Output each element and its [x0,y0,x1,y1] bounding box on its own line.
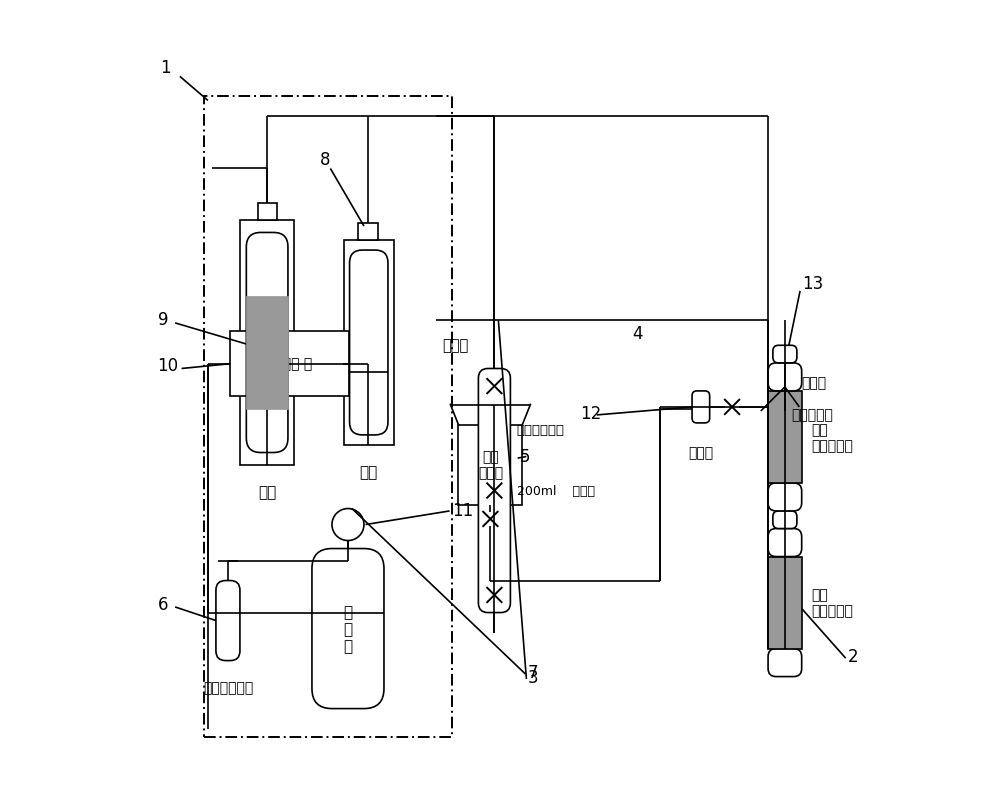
Text: 气液分离装置: 气液分离装置 [517,423,565,436]
Text: 储
气
罐: 储 气 罐 [343,604,353,654]
Bar [768,557,802,649]
Text: 流量计: 流量计 [688,446,713,460]
FancyBboxPatch shape [216,581,240,661]
Bar [258,204,277,221]
Text: 2: 2 [848,646,859,665]
Bar [768,391,802,484]
Text: 一级
催化反应器: 一级 催化反应器 [811,423,853,452]
Bar [246,297,288,409]
FancyBboxPatch shape [692,391,710,423]
FancyBboxPatch shape [246,233,288,453]
Text: 1: 1 [160,59,171,77]
FancyBboxPatch shape [312,549,384,709]
Text: 11: 11 [452,501,473,519]
Text: 8: 8 [320,152,330,169]
Text: 气体增压 泵: 气体增压 泵 [266,357,313,371]
FancyBboxPatch shape [768,529,802,557]
Text: 4: 4 [632,325,643,342]
FancyBboxPatch shape [768,484,802,512]
FancyBboxPatch shape [773,512,797,529]
Text: 200ml    取样口: 200ml 取样口 [517,484,595,497]
Text: 干燥: 干燥 [258,485,276,500]
Text: 5: 5 [520,447,531,465]
Text: 洗气: 洗气 [360,465,378,480]
Text: 13: 13 [802,275,823,293]
FancyBboxPatch shape [350,251,388,435]
FancyBboxPatch shape [768,363,802,391]
Text: 3: 3 [528,668,539,687]
Text: 气瓶（气源）: 气瓶（气源） [203,681,253,695]
Text: 10: 10 [158,357,179,375]
Text: 气体出: 气体出 [442,338,469,353]
Bar [230,331,349,397]
Text: 液体
接受罐: 液体 接受罐 [478,450,503,480]
Text: 单向阀: 单向阀 [801,375,826,390]
Text: 7: 7 [528,662,539,681]
Bar [204,97,452,737]
Bar [344,241,394,445]
Text: 12: 12 [580,404,601,423]
FancyBboxPatch shape [478,369,510,613]
Bar [358,224,378,241]
Text: 6: 6 [158,595,168,613]
FancyBboxPatch shape [768,649,802,677]
Text: 二级
催化反应器: 二级 催化反应器 [811,588,853,618]
Text: 液体物料进: 液体物料进 [791,407,833,421]
Bar [458,425,522,505]
Bar [240,221,294,465]
FancyBboxPatch shape [773,346,797,363]
Text: 9: 9 [158,311,168,329]
